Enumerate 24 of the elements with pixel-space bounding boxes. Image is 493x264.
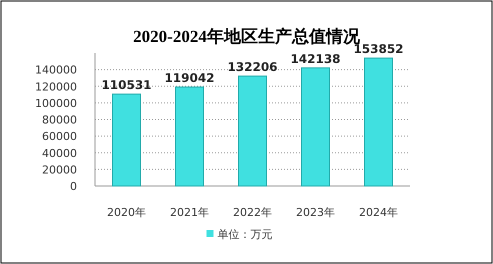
y-tick-label: 40000 xyxy=(42,146,77,160)
legend-label: 单位：万元 xyxy=(218,228,272,241)
data-label: 119042 xyxy=(164,71,215,86)
data-label: 132206 xyxy=(227,60,278,74)
y-tick-label: 20000 xyxy=(42,163,77,176)
bar xyxy=(364,58,393,186)
y-tick-label: 140000 xyxy=(35,64,77,77)
chart-title: 2020-2024年地区生产总值情况 xyxy=(133,27,361,46)
data-label: 110531 xyxy=(101,78,152,92)
x-tick-label: 2022年 xyxy=(233,206,272,219)
bar xyxy=(238,76,267,186)
x-tick-label: 2024年 xyxy=(359,206,398,219)
data-label: 142138 xyxy=(290,52,341,66)
x-tick-label: 2021年 xyxy=(170,206,209,219)
y-tick-label: 120000 xyxy=(35,80,77,94)
y-tick-label: 80000 xyxy=(42,114,77,126)
y-tick-label: 60000 xyxy=(42,130,77,144)
x-tick-label: 2020年 xyxy=(107,206,146,219)
bar xyxy=(175,86,204,186)
bar xyxy=(112,94,141,186)
y-tick-label: 0 xyxy=(70,180,77,193)
y-tick-label: 100000 xyxy=(35,96,77,110)
x-tick-label: 2023年 xyxy=(296,206,335,219)
bar xyxy=(301,67,330,186)
